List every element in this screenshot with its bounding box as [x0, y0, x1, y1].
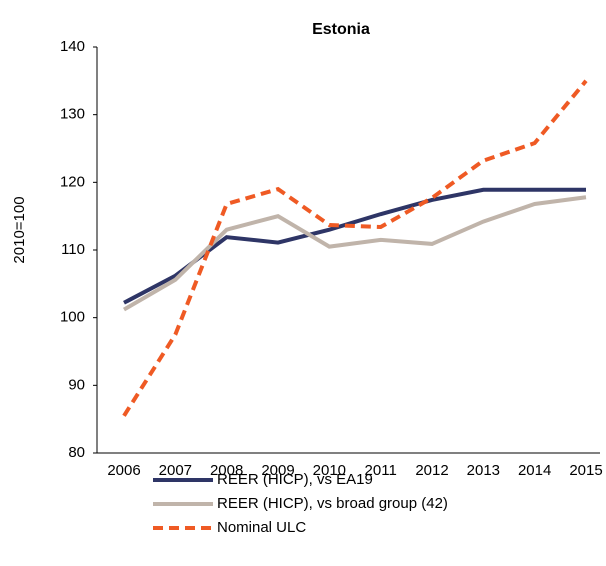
- legend-label: REER (HICP), vs broad group (42): [217, 495, 448, 512]
- x-tick-label: 2012: [415, 462, 448, 479]
- y-tick-label: 100: [60, 309, 85, 326]
- data-line: [122, 195, 587, 312]
- x-tick-label: 2007: [159, 462, 192, 479]
- y-tick-label: 80: [68, 444, 85, 461]
- x-tick-label: 2010: [313, 462, 346, 479]
- chart-title: Estonia: [312, 21, 370, 38]
- y-axis-label: 2010=100: [11, 196, 28, 263]
- y-tick-label: 130: [60, 106, 85, 123]
- x-tick-label: 2008: [210, 462, 243, 479]
- x-tick-label: 2009: [261, 462, 294, 479]
- y-tick-label: 90: [68, 376, 85, 393]
- y-tick-label: 110: [61, 241, 85, 258]
- legend-label: REER (HICP), vs EA19: [217, 471, 373, 488]
- legend-label: Nominal ULC: [217, 519, 306, 536]
- x-tick-label: 2011: [365, 462, 397, 479]
- x-tick-label: 2015: [569, 462, 602, 479]
- x-tick-label: 2006: [107, 462, 140, 479]
- data-line: [122, 79, 588, 417]
- x-tick-label: 2014: [518, 462, 551, 479]
- y-tick-label: 140: [60, 38, 85, 55]
- x-tick-label: 2013: [467, 462, 500, 479]
- y-tick-label: 120: [60, 173, 85, 190]
